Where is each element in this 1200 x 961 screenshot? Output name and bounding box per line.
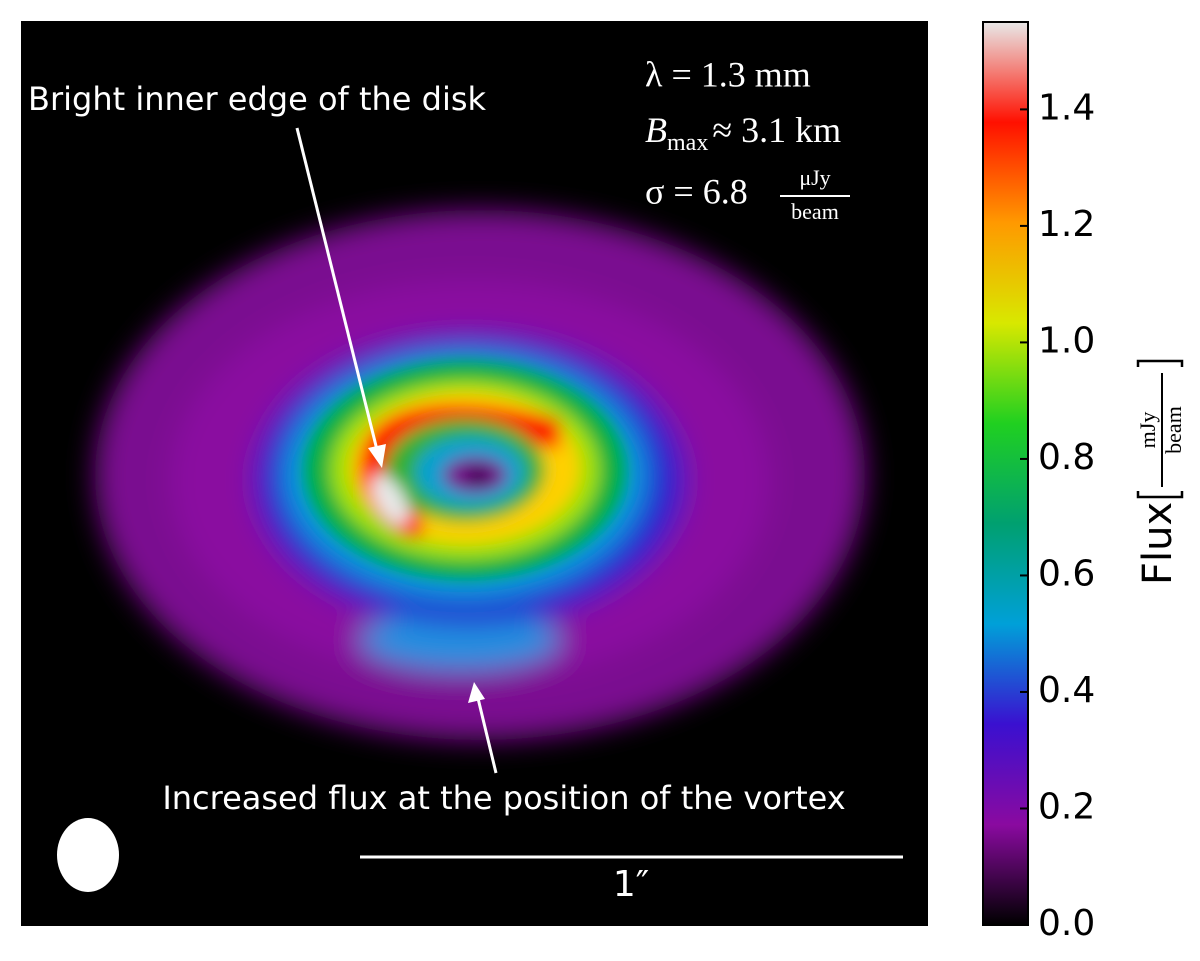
colorbar: 0.0 0.2 0.4 0.6 0.8 1.0 1.2 1.4 xyxy=(982,21,1095,944)
tick-label: 0.0 xyxy=(1038,903,1095,944)
arrowhead xyxy=(368,444,386,468)
baseline: Bmax ≈ 3.1 km xyxy=(645,110,841,155)
colorbar-label: Flux mJy beam xyxy=(1135,359,1186,585)
value: ≈ 3.1 km xyxy=(712,110,841,150)
wavelength: λ = 1.3 mm xyxy=(645,54,811,94)
unit-numerator: mJy xyxy=(1135,412,1160,449)
arrow xyxy=(474,689,498,774)
tick-label: 0.8 xyxy=(1038,437,1095,478)
frame xyxy=(21,21,928,926)
tick-label: 0.4 xyxy=(1038,670,1095,711)
tick-label: 1.4 xyxy=(1038,87,1095,128)
symbol: B xyxy=(645,110,667,150)
noise-denominator: beam xyxy=(791,199,839,224)
colorbar-fill xyxy=(982,21,1029,926)
tick-label: 1.2 xyxy=(1038,204,1095,245)
noise-numerator: μJy xyxy=(799,165,830,190)
tick-label: 0.2 xyxy=(1038,786,1095,827)
arrowhead xyxy=(468,682,485,703)
unit-denominator: beam xyxy=(1161,406,1186,454)
annotation: Bright inner edge of the disk xyxy=(28,80,487,118)
arrow xyxy=(295,127,382,463)
scale-label: 1″ xyxy=(613,864,649,905)
tick-label: 1.0 xyxy=(1038,320,1095,361)
annotation: Increased flux at the position of the vo… xyxy=(162,779,845,817)
beam xyxy=(57,818,119,892)
brackets xyxy=(1136,359,1184,499)
disk-image xyxy=(22,22,927,925)
label: Flux xyxy=(1135,502,1181,585)
subscript: max xyxy=(667,130,708,156)
noise: σ = 6.8 xyxy=(645,171,748,211)
tick-label: 0.6 xyxy=(1038,553,1095,594)
